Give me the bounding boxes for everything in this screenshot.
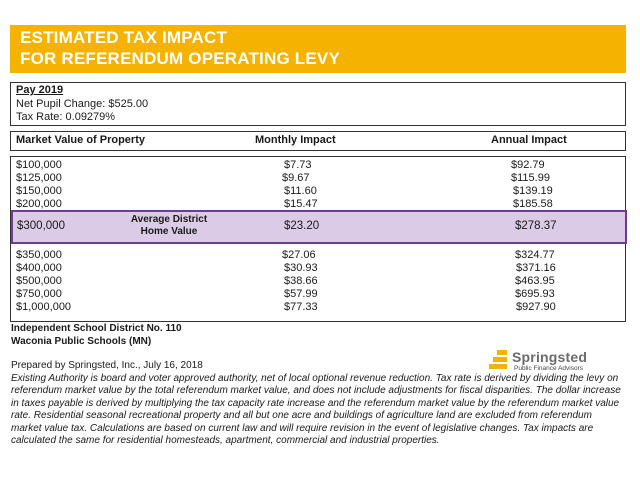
table-cell-annual: $695.93 (515, 288, 555, 300)
table-cell-value: $500,000 (16, 275, 62, 287)
table-cell-monthly: $77.33 (284, 301, 318, 313)
district-subtitle: Waconia Public Schools (MN) (11, 336, 152, 347)
table-cell-value: $100,000 (16, 159, 62, 171)
average-district-label: Average District (130, 214, 208, 225)
table-cell-monthly: $38.66 (284, 275, 318, 287)
springsted-logo-mark-icon (489, 350, 507, 369)
table-header: Market Value of Property Monthly Impact … (10, 131, 626, 151)
pay-info-box: Pay 2019 Net Pupil Change: $525.00 Tax R… (10, 82, 626, 126)
table-cell-value: $150,000 (16, 185, 62, 197)
district-name: Independent School District No. 110 (11, 323, 182, 334)
table-cell-annual: $185.58 (513, 198, 553, 210)
table-cell-annual: $371.16 (516, 262, 556, 274)
logo-name: Springsted (512, 349, 588, 365)
table-cell-value: $750,000 (16, 288, 62, 300)
table-cell-value: $400,000 (16, 262, 62, 274)
table-cell-annual: $927.90 (516, 301, 556, 313)
average-home-row: $300,000 Average District Home Value $23… (11, 210, 627, 244)
tax-rate: Tax Rate: 0.09279% (16, 111, 116, 123)
header-annual-impact: Annual Impact (491, 134, 567, 146)
table-cell-monthly: $23.20 (284, 220, 320, 232)
impact-table-body: $100,000 $7.73 $92.79 $125,000 $9.67 $11… (10, 156, 627, 322)
logo-tagline: Public Finance Advisors (514, 365, 584, 372)
table-cell-annual: $139.19 (513, 185, 553, 197)
disclaimer-text: Existing Authority is board and voter ap… (11, 373, 621, 447)
table-cell-value: $125,000 (16, 172, 62, 184)
table-cell-annual: $115.99 (511, 172, 550, 184)
net-pupil-change: Net Pupil Change: $525.00 (16, 98, 149, 110)
table-cell-monthly: $57.99 (284, 288, 318, 300)
prepared-by: Prepared by Springsted, Inc., July 16, 2… (11, 360, 203, 371)
table-cell-annual: $278.37 (515, 220, 557, 232)
springsted-logo: Springsted Public Finance Advisors (488, 349, 618, 373)
header-monthly-impact: Monthly Impact (255, 134, 336, 146)
title-banner: ESTIMATED TAX IMPACT FOR REFERENDUM OPER… (10, 25, 626, 73)
table-cell-annual: $463.95 (515, 275, 555, 287)
home-value-label: Home Value (140, 226, 198, 237)
table-cell-value: $200,000 (16, 198, 62, 210)
table-cell-value: $1,000,000 (16, 301, 72, 313)
table-cell-monthly: $15.47 (284, 198, 318, 210)
table-cell-annual: $92.79 (511, 159, 545, 171)
title-line-2: FOR REFERENDUM OPERATING LEVY (20, 49, 341, 68)
table-cell-monthly: $11.60 (284, 185, 317, 197)
table-cell-monthly: $30.93 (284, 262, 318, 274)
table-cell-monthly: $27.06 (282, 249, 316, 261)
table-cell-monthly: $7.73 (284, 159, 312, 171)
table-cell-value: $300,000 (17, 220, 65, 232)
pay-year-title: Pay 2019 (16, 84, 64, 96)
table-cell-value: $350,000 (16, 249, 62, 261)
table-cell-monthly: $9.67 (282, 172, 310, 184)
table-cell-annual: $324.77 (515, 249, 555, 261)
header-market-value: Market Value of Property (16, 134, 145, 146)
title-line-1: ESTIMATED TAX IMPACT (20, 28, 228, 47)
